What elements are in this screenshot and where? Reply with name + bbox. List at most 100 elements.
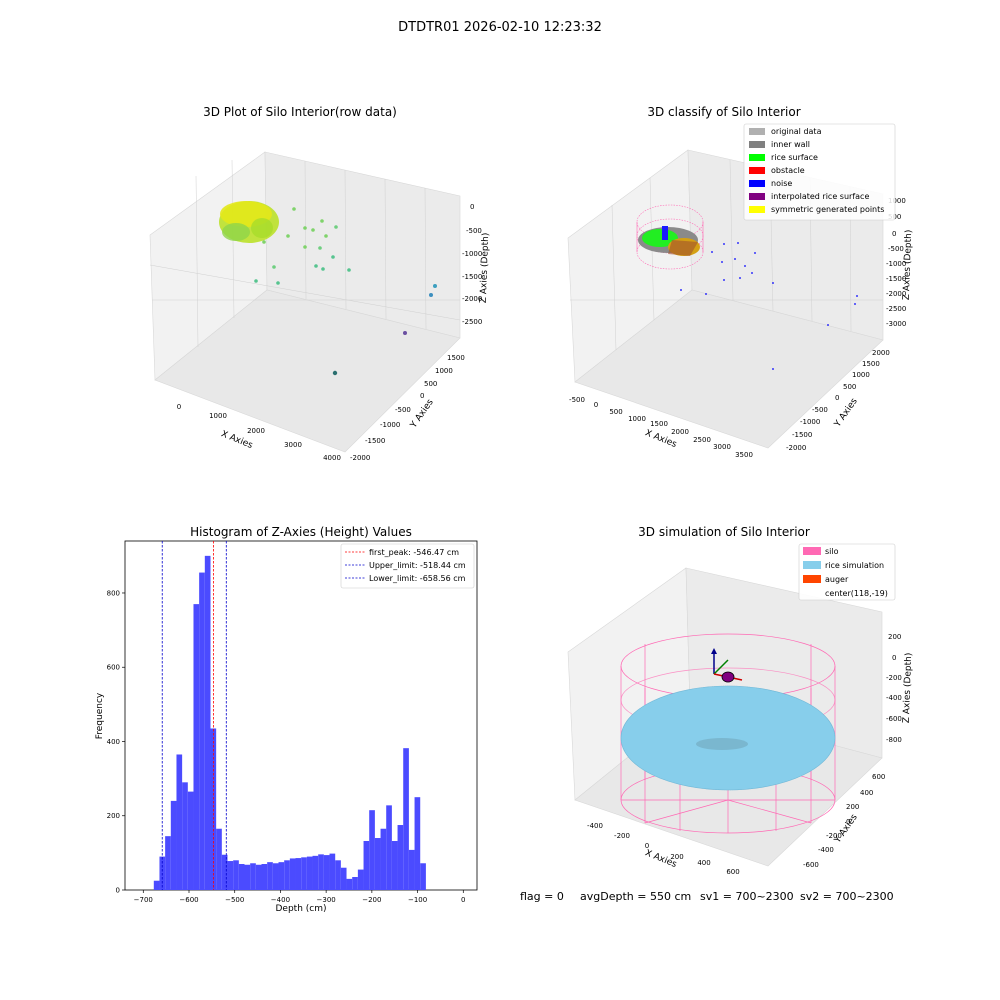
panel4-x-tick: -400 <box>587 822 603 830</box>
hist-x-tick-label: 0 <box>461 896 465 904</box>
hist-bar <box>380 828 387 890</box>
hist-x-tick-label: −400 <box>271 896 290 904</box>
hist-x-tick-label: −200 <box>362 896 381 904</box>
panel4-auger-axes <box>711 648 743 683</box>
panel4-z-tick: -600 <box>886 715 902 723</box>
panel1-z-label: Z Axies (Depth) <box>479 233 491 304</box>
panel4-rice-surface <box>620 685 836 791</box>
legend-label: silo <box>825 547 839 556</box>
hist-bar <box>278 862 285 890</box>
legend-swatch <box>749 141 765 148</box>
panel2-y-tick: -1000 <box>800 418 820 426</box>
panel4-x-tick: 0 <box>645 842 649 850</box>
hist-bar <box>176 754 183 890</box>
hist-y-ticks: 0 200 400 600 800 <box>107 589 125 895</box>
hist-x-tick-label: −100 <box>408 896 427 904</box>
legend-label: auger <box>825 575 849 584</box>
hist-bar <box>250 863 256 890</box>
panel1-x-ticks: 0 1000 2000 3000 4000 <box>177 403 341 462</box>
panel2-z-tick: -500 <box>888 245 904 253</box>
panel4-z-tick: 200 <box>888 633 901 641</box>
panel2-legend-entry: symmetric generated points <box>749 205 884 214</box>
panel-simulation-3d[interactable]: 3D simulation of Silo Interior <box>567 525 914 876</box>
hist-x-label: Depth (cm) <box>275 904 326 914</box>
hist-bar <box>363 840 370 890</box>
panel1-z-tick: 0 <box>470 203 474 211</box>
hist-bar <box>165 836 171 890</box>
hist-bar <box>403 748 409 890</box>
legend-label: center(118,-19) <box>825 589 888 598</box>
legend-swatch <box>749 128 765 135</box>
panel1-y-tick: 1000 <box>435 367 453 375</box>
hist-x-tick-label: −600 <box>179 896 198 904</box>
hist-legend: first_peak: -546.47 cm Upper_limit: -518… <box>340 543 475 589</box>
panel2-y-tick: -2000 <box>786 444 806 452</box>
hist-bar <box>295 858 302 890</box>
legend-label: rice surface <box>771 153 818 162</box>
panel2-legend-entry: interpolated rice surface <box>749 192 869 201</box>
hist-bar <box>182 782 188 890</box>
panel4-legend-entry: center(118,-19) <box>825 589 888 598</box>
legend-swatch <box>749 193 765 200</box>
status-line: flag = 0 avgDepth = 550 cm sv1 = 700~230… <box>520 890 894 903</box>
legend-label: symmetric generated points <box>771 205 884 214</box>
panel2-legend-frame <box>743 123 896 221</box>
panel4-y-tick: -200 <box>826 832 842 840</box>
panel2-z-tick: -1000 <box>886 260 906 268</box>
hist-bar <box>284 860 290 890</box>
panel2-y-tick: -1500 <box>792 431 812 439</box>
panel4-y-tick: -600 <box>803 861 819 869</box>
hist-bar <box>238 864 245 890</box>
panel4-x-tick: 400 <box>697 859 710 867</box>
panel4-y-tick: 0 <box>846 818 850 826</box>
panel1-x-tick: 2000 <box>247 427 265 435</box>
panel1-z-ticks: 0 -500 -1000 -1500 -2000 -2500 <box>462 203 482 326</box>
panel2-y-tick: 0 <box>835 394 839 402</box>
hist-legend-entry: Upper_limit: -518.44 cm <box>345 561 466 570</box>
hist-bar <box>199 572 205 890</box>
panel2-z-tick: 0 <box>892 230 896 238</box>
panel2-legend: original data inner wall rice surface ob… <box>743 123 896 221</box>
hist-bar <box>386 805 392 890</box>
status-flag: flag = 0 <box>520 890 564 903</box>
hist-bar <box>244 864 251 890</box>
hist-bar <box>346 878 353 890</box>
panel4-z-ticks: 200 0 -200 -400 -600 -800 <box>886 633 902 744</box>
panel-raw-3d[interactable]: 3D Plot of Silo Interior(row data) 0 100… <box>149 105 491 462</box>
legend-swatch <box>803 575 821 583</box>
hist-bar <box>335 860 341 890</box>
auger-icon <box>721 671 735 683</box>
panel2-x-tick: 2500 <box>693 436 711 444</box>
hist-bar <box>301 857 307 890</box>
panel4-z-tick: -200 <box>886 674 902 682</box>
hist-bar <box>255 864 262 890</box>
panel2-x-tick: 1500 <box>650 420 668 428</box>
panel2-x-tick: -500 <box>569 396 585 404</box>
panel4-legend: silo rice simulation auger center(118,-1… <box>798 543 896 601</box>
panel1-y-label: Y Axies <box>408 397 436 430</box>
hist-bar <box>306 856 313 890</box>
panel1-pane-floor <box>154 289 461 453</box>
panel-classify-3d[interactable]: 3D classify of Silo Interior -500 0 500 … <box>567 105 914 459</box>
hist-legend-entry: first_peak: -546.47 cm <box>345 548 459 557</box>
hist-bar <box>267 862 273 890</box>
hist-x-tick-label: −300 <box>317 896 336 904</box>
panel2-pane-floor <box>574 289 884 449</box>
panel2-z-tick: -2000 <box>886 290 906 298</box>
panel2-x-tick: 1000 <box>628 415 646 423</box>
panel1-z-tick: -500 <box>466 227 482 235</box>
hist-bar <box>204 555 211 890</box>
panel1-z-tick: -1500 <box>462 273 482 281</box>
panel2-z-tick: -3000 <box>886 320 906 328</box>
status-sv2: sv2 = 700~2300 <box>800 890 894 903</box>
legend-label: interpolated rice surface <box>771 192 869 201</box>
panel2-x-ticks: -500 0 500 1000 1500 2000 2500 3000 3500 <box>569 396 753 459</box>
panel4-legend-entry: silo <box>803 547 839 556</box>
panel1-y-tick: 500 <box>424 380 437 388</box>
hist-bar <box>261 864 268 890</box>
panel-histogram[interactable]: Histogram of Z-Axies (Height) Values −70… <box>95 525 478 914</box>
panel2-legend-entry: original data <box>749 127 822 136</box>
hist-bar <box>289 858 296 890</box>
hist-bar <box>227 861 234 890</box>
